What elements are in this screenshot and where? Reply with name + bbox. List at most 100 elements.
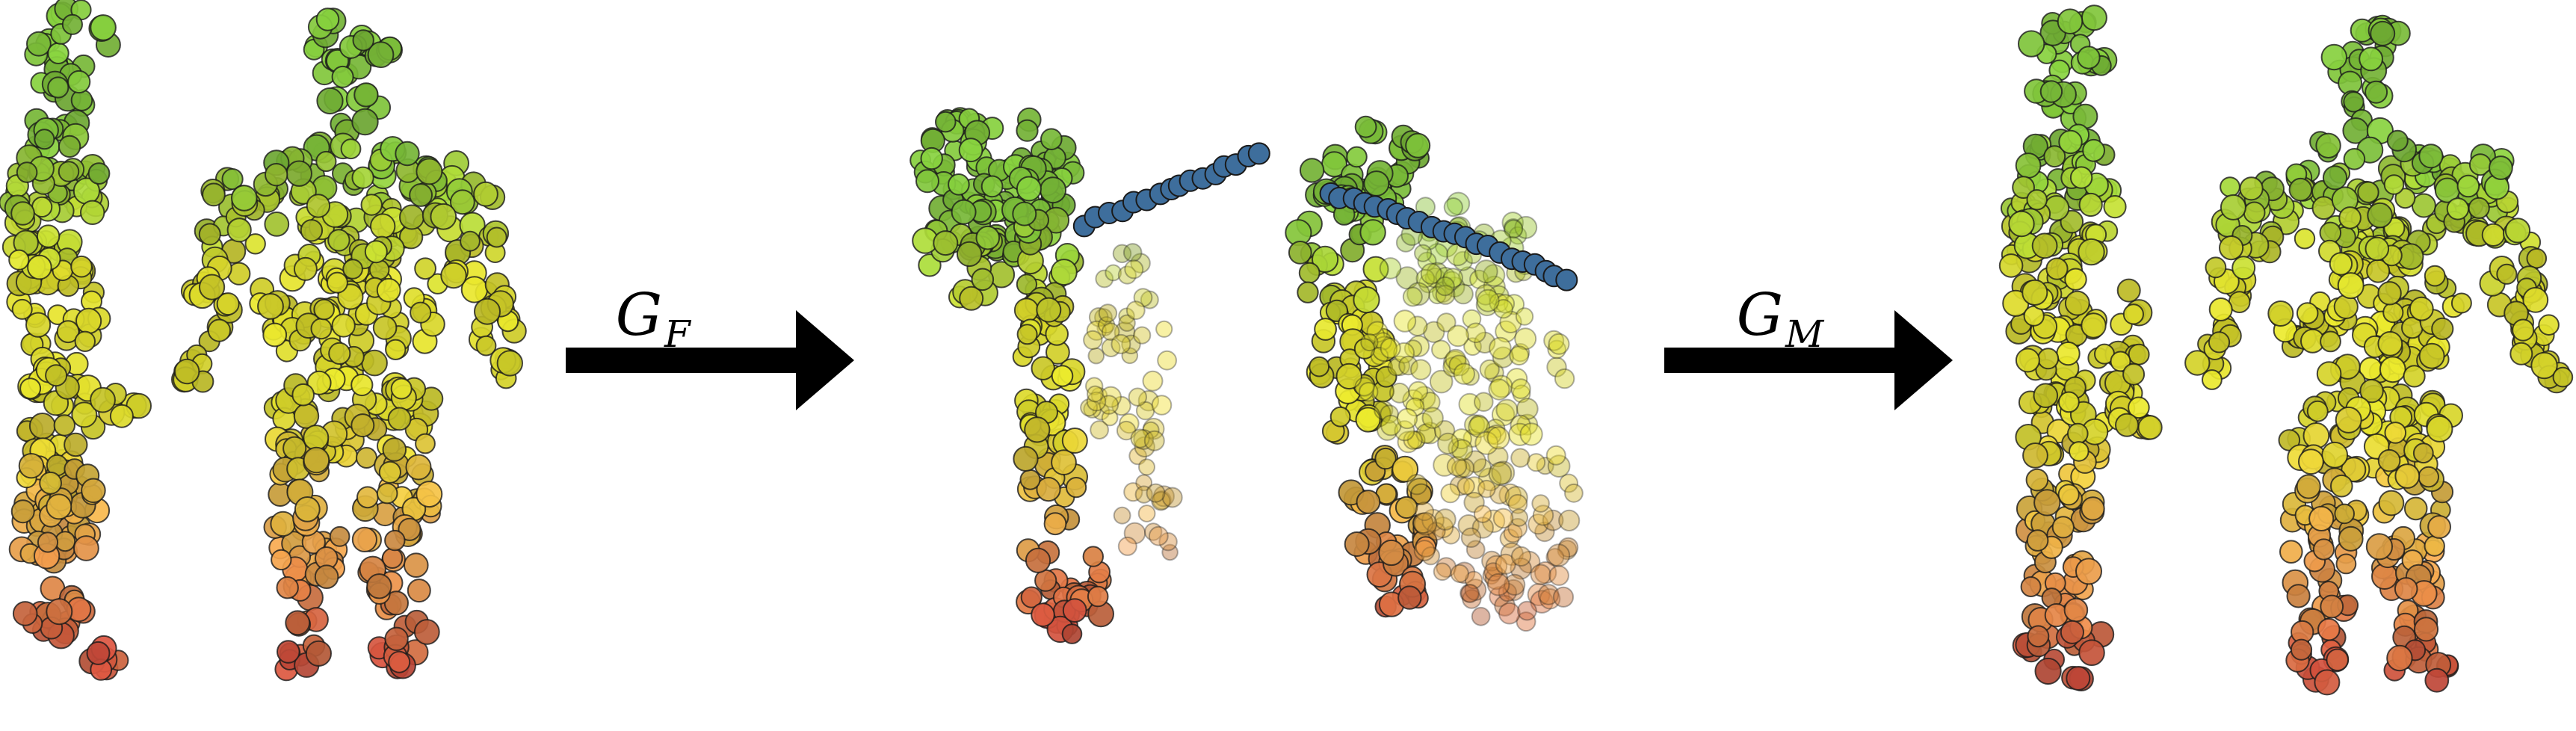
point xyxy=(416,158,443,185)
point xyxy=(37,531,59,553)
point xyxy=(1546,357,1567,377)
point xyxy=(2326,648,2349,672)
point xyxy=(1442,271,1462,291)
point xyxy=(1374,400,1394,420)
point xyxy=(1412,512,1434,534)
point xyxy=(16,161,38,183)
point xyxy=(1144,522,1163,541)
point xyxy=(1501,212,1525,234)
point xyxy=(1398,355,1418,376)
point xyxy=(2078,192,2103,218)
point xyxy=(1503,294,1525,315)
point xyxy=(1133,288,1153,308)
point xyxy=(1016,176,1042,202)
point xyxy=(293,256,318,281)
point xyxy=(1090,420,1109,439)
point xyxy=(2069,166,2093,189)
point xyxy=(2384,422,2407,444)
point xyxy=(1473,505,1492,523)
point xyxy=(2320,594,2344,619)
point xyxy=(315,7,340,31)
point xyxy=(1464,579,1487,601)
point xyxy=(361,349,388,377)
point xyxy=(1489,586,1510,608)
point xyxy=(2205,256,2227,279)
point xyxy=(1359,382,1379,402)
point xyxy=(1462,428,1482,448)
point xyxy=(1353,286,1380,314)
point xyxy=(2341,457,2367,483)
point xyxy=(915,169,939,194)
point xyxy=(1101,322,1120,342)
point xyxy=(1413,512,1438,536)
point xyxy=(1415,423,1437,445)
point xyxy=(1433,420,1456,442)
point xyxy=(1518,550,1541,574)
point xyxy=(1288,241,1312,265)
latent-view-b-point-cloud xyxy=(1285,115,1584,632)
point xyxy=(1489,293,1509,313)
point xyxy=(1547,454,1571,478)
point xyxy=(1474,284,1497,306)
point xyxy=(1148,525,1169,546)
point xyxy=(1462,476,1486,499)
point xyxy=(2481,223,2506,247)
point xyxy=(2025,468,2049,492)
point xyxy=(1374,447,1397,470)
point xyxy=(1486,426,1510,450)
point xyxy=(2288,177,2313,202)
point xyxy=(2489,155,2513,180)
point xyxy=(2337,272,2365,300)
point xyxy=(2522,286,2549,313)
point xyxy=(1519,422,1543,446)
point xyxy=(1453,283,1474,305)
point xyxy=(1548,333,1570,355)
point xyxy=(2379,356,2406,383)
point xyxy=(75,307,102,334)
decoder-subscript: M xyxy=(1785,312,1825,356)
point xyxy=(1527,583,1551,606)
point xyxy=(1469,269,1489,289)
point xyxy=(1380,415,1402,437)
point xyxy=(1489,374,1513,398)
point xyxy=(1130,253,1151,274)
point xyxy=(293,403,320,429)
point xyxy=(1457,477,1475,496)
point xyxy=(1133,326,1152,345)
point xyxy=(1155,320,1173,338)
point xyxy=(1451,428,1472,450)
point xyxy=(28,413,56,439)
point xyxy=(2320,43,2348,71)
point xyxy=(1408,380,1428,401)
point xyxy=(1111,395,1131,416)
point xyxy=(473,181,498,207)
point xyxy=(2051,516,2075,539)
point xyxy=(1487,445,1509,468)
point xyxy=(2064,268,2087,291)
point xyxy=(1554,368,1575,389)
point xyxy=(1086,391,1107,412)
point xyxy=(2538,314,2560,336)
point xyxy=(1504,219,1524,239)
point xyxy=(2377,331,2403,357)
point xyxy=(1031,356,1055,380)
point xyxy=(1435,276,1455,297)
point xyxy=(1482,264,1506,287)
point xyxy=(58,135,81,158)
point xyxy=(1418,273,1439,294)
point xyxy=(2116,278,2141,303)
point xyxy=(2067,422,2089,445)
point xyxy=(1426,262,1448,284)
point xyxy=(496,350,523,377)
point xyxy=(1158,532,1178,552)
point xyxy=(1527,453,1546,472)
point xyxy=(1151,395,1173,416)
point xyxy=(414,257,436,280)
point xyxy=(1366,321,1389,343)
point xyxy=(2063,597,2089,623)
point xyxy=(329,525,350,547)
point xyxy=(1421,407,1444,429)
point xyxy=(1434,508,1457,531)
point xyxy=(2066,666,2091,691)
point xyxy=(1087,585,1109,608)
